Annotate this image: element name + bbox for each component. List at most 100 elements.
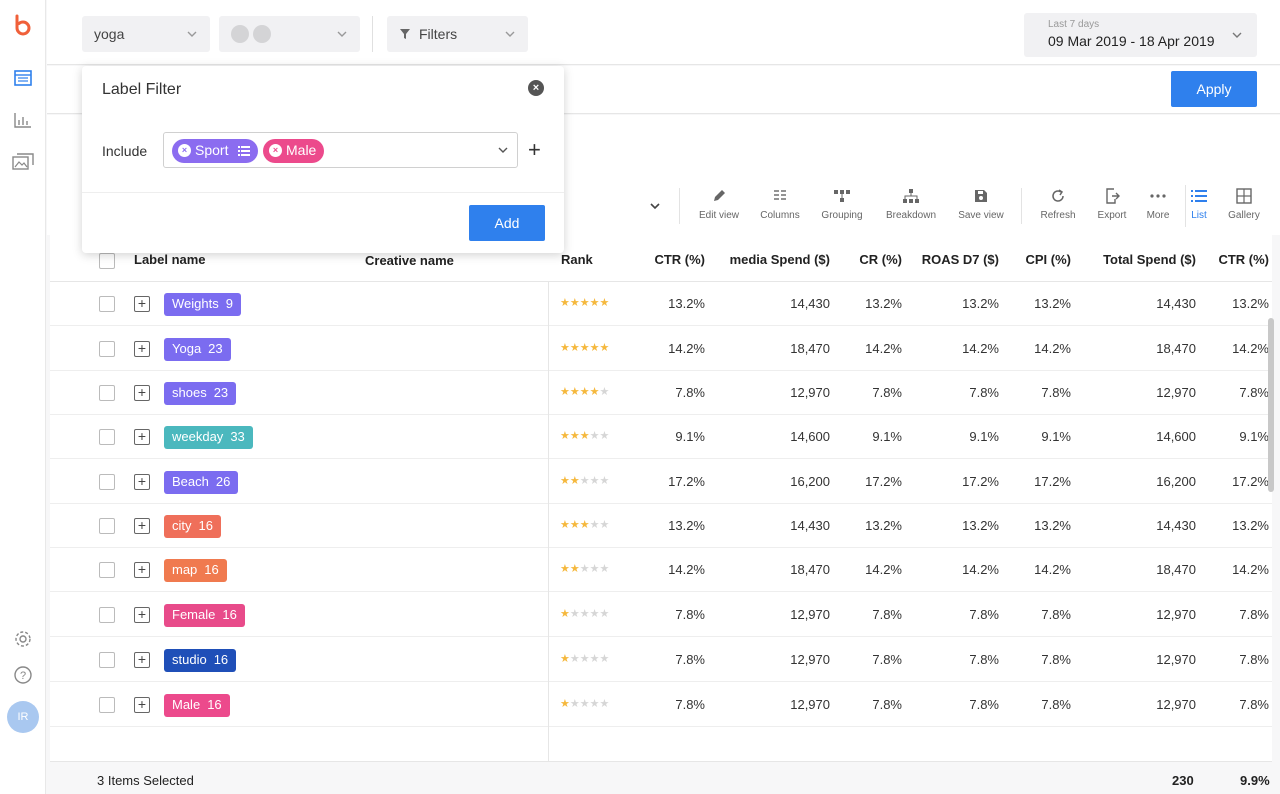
cell-media: 18,470 xyxy=(790,341,830,356)
export-button[interactable]: Export xyxy=(1090,186,1134,221)
row-checkbox[interactable] xyxy=(99,296,115,312)
expand-icon[interactable]: + xyxy=(134,518,150,534)
label-tag[interactable]: Male 16 xyxy=(164,694,230,717)
table-row[interactable]: + Female 16 ★★★★★ 7.8% 12,970 7.8% 7.8% 7.8% 12,9… xyxy=(50,593,1272,637)
table-row[interactable]: + Beach 26 ★★★★★ 17.2% 16,200 17.2% 17.2% 17.2% 1… xyxy=(50,460,1272,504)
add-button[interactable]: Add xyxy=(469,205,545,241)
table-row[interactable]: + Male 16 ★★★★★ 7.8% 12,970 7.8% 7.8% 7.8% 12,970… xyxy=(50,683,1272,727)
settings-gear-icon[interactable] xyxy=(11,627,35,651)
star-icon: ★ xyxy=(599,342,610,354)
add-condition-icon[interactable]: + xyxy=(528,137,541,162)
gallery-media-icon[interactable] xyxy=(11,150,35,174)
table-row[interactable]: + map 16 ★★★★★ 14.2% 18,470 14.2% 14.2% 14.2% 18,… xyxy=(50,548,1272,592)
cell-cr: 17.2% xyxy=(865,474,902,489)
apply-button[interactable]: Apply xyxy=(1171,71,1257,107)
header-roas[interactable]: ROAS D7 ($) xyxy=(921,252,999,267)
label-tag[interactable]: map 16 xyxy=(164,559,227,582)
star-icon: ★ xyxy=(599,698,610,710)
date-range-picker[interactable]: Last 7 days 09 Mar 2019 - 18 Apr 2019 xyxy=(1024,13,1257,57)
star-icon: ★ xyxy=(599,608,610,620)
filters-dropdown[interactable]: Filters xyxy=(387,16,528,52)
label-tag[interactable]: studio 16 xyxy=(164,649,237,672)
edit-view-button[interactable]: Edit view xyxy=(693,186,745,221)
grouping-button[interactable]: Grouping xyxy=(815,186,869,221)
row-checkbox[interactable] xyxy=(99,652,115,668)
save-view-button[interactable]: Save view xyxy=(953,186,1009,221)
row-checkbox[interactable] xyxy=(99,429,115,445)
label-tag[interactable]: shoes 23 xyxy=(164,382,237,405)
header-cr[interactable]: CR (%) xyxy=(859,252,902,267)
row-checkbox[interactable] xyxy=(99,562,115,578)
columns-button[interactable]: Columns xyxy=(754,186,806,221)
row-checkbox[interactable] xyxy=(99,518,115,534)
select-all-checkbox[interactable] xyxy=(99,253,115,269)
star-icon: ★ xyxy=(589,430,600,442)
list-icon[interactable] xyxy=(238,145,251,157)
star-icon: ★ xyxy=(589,653,600,665)
table-row[interactable]: + studio 16 ★★★★★ 7.8% 12,970 7.8% 7.8% 7.8% 12,9… xyxy=(50,638,1272,682)
tool-label: Save view xyxy=(958,210,1004,221)
row-checkbox[interactable] xyxy=(99,385,115,401)
table-row[interactable]: + city 16 ★★★★★ 13.2% 14,430 13.2% 13.2% 13.2% 14… xyxy=(50,504,1272,548)
header-total-spend[interactable]: Total Spend ($) xyxy=(1103,252,1196,267)
header-label-name[interactable]: Label name xyxy=(134,252,206,267)
breakdown-button[interactable]: Breakdown xyxy=(880,186,942,221)
table-row[interactable]: + shoes 23 ★★★★★ 7.8% 12,970 7.8% 7.8% 7.8% 12,97… xyxy=(50,371,1272,415)
expand-icon[interactable]: + xyxy=(134,652,150,668)
row-checkbox[interactable] xyxy=(99,474,115,490)
cell-total: 14,430 xyxy=(1156,518,1196,533)
label-tag[interactable]: Female 16 xyxy=(164,604,245,627)
cell-cpi: 13.2% xyxy=(1034,296,1071,311)
list-icon xyxy=(1191,190,1207,202)
help-icon[interactable]: ? xyxy=(11,663,35,687)
cell-media: 12,970 xyxy=(790,697,830,712)
platform-dropdown[interactable] xyxy=(219,16,360,52)
cell-ctr2: 14.2% xyxy=(1232,341,1269,356)
expand-icon[interactable]: + xyxy=(134,385,150,401)
remove-chip-icon[interactable]: × xyxy=(269,144,282,157)
remove-chip-icon[interactable]: × xyxy=(178,144,191,157)
label-tag[interactable]: Weights 9 xyxy=(164,293,241,316)
table-row[interactable]: + weekday 33 ★★★★★ 9.1% 14,600 9.1% 9.1% 9.1% 14,… xyxy=(50,415,1272,459)
label-tag[interactable]: weekday 33 xyxy=(164,426,253,449)
header-rank[interactable]: Rank xyxy=(561,252,593,267)
label-tag[interactable]: Yoga 23 xyxy=(164,338,231,361)
gallery-view-button[interactable]: Gallery xyxy=(1222,186,1266,221)
list-view-button[interactable]: List xyxy=(1186,186,1212,221)
pencil-icon xyxy=(714,190,725,201)
header-ctr-2[interactable]: CTR (%) xyxy=(1218,252,1269,267)
expand-icon[interactable]: + xyxy=(134,607,150,623)
expand-icon[interactable]: + xyxy=(134,697,150,713)
scrollbar[interactable] xyxy=(1268,318,1274,492)
logo-icon[interactable] xyxy=(11,14,35,38)
expand-icon[interactable]: + xyxy=(134,296,150,312)
row-checkbox[interactable] xyxy=(99,607,115,623)
chart-icon[interactable] xyxy=(11,108,35,132)
rank-stars: ★★★★★ xyxy=(560,341,609,354)
chip-male[interactable]: × Male xyxy=(263,139,325,163)
table-row[interactable]: + Weights 9 ★★★★★ 13.2% 14,430 13.2% 13.2% 13.2%… xyxy=(50,282,1272,326)
close-icon[interactable]: × xyxy=(528,80,544,96)
expand-icon[interactable]: + xyxy=(134,429,150,445)
chevron-down-icon[interactable] xyxy=(497,144,509,156)
expand-icon[interactable]: + xyxy=(134,562,150,578)
expand-icon[interactable]: + xyxy=(134,474,150,490)
header-creative-name[interactable]: Creative name xyxy=(365,253,454,268)
label-tag[interactable]: Beach 26 xyxy=(164,471,239,494)
header-media-spend[interactable]: media Spend ($) xyxy=(729,252,830,267)
refresh-button[interactable]: Refresh xyxy=(1034,186,1082,221)
row-checkbox[interactable] xyxy=(99,697,115,713)
label-multiselect[interactable]: × Sport × Male xyxy=(163,132,518,168)
chip-sport[interactable]: × Sport xyxy=(172,139,259,163)
row-checkbox[interactable] xyxy=(99,341,115,357)
avatar[interactable]: IR xyxy=(7,701,39,733)
table-view-icon[interactable] xyxy=(11,66,35,90)
header-cpi[interactable]: CPI (%) xyxy=(1025,252,1072,267)
header-ctr[interactable]: CTR (%) xyxy=(654,252,705,267)
more-button[interactable]: More xyxy=(1140,186,1176,221)
chevron-down-icon[interactable] xyxy=(649,200,661,212)
search-dropdown[interactable]: yoga xyxy=(82,16,210,52)
label-tag[interactable]: city 16 xyxy=(164,515,221,538)
expand-icon[interactable]: + xyxy=(134,341,150,357)
table-row[interactable]: + Yoga 23 ★★★★★ 14.2% 18,470 14.2% 14.2% 14.2% 18… xyxy=(50,327,1272,371)
